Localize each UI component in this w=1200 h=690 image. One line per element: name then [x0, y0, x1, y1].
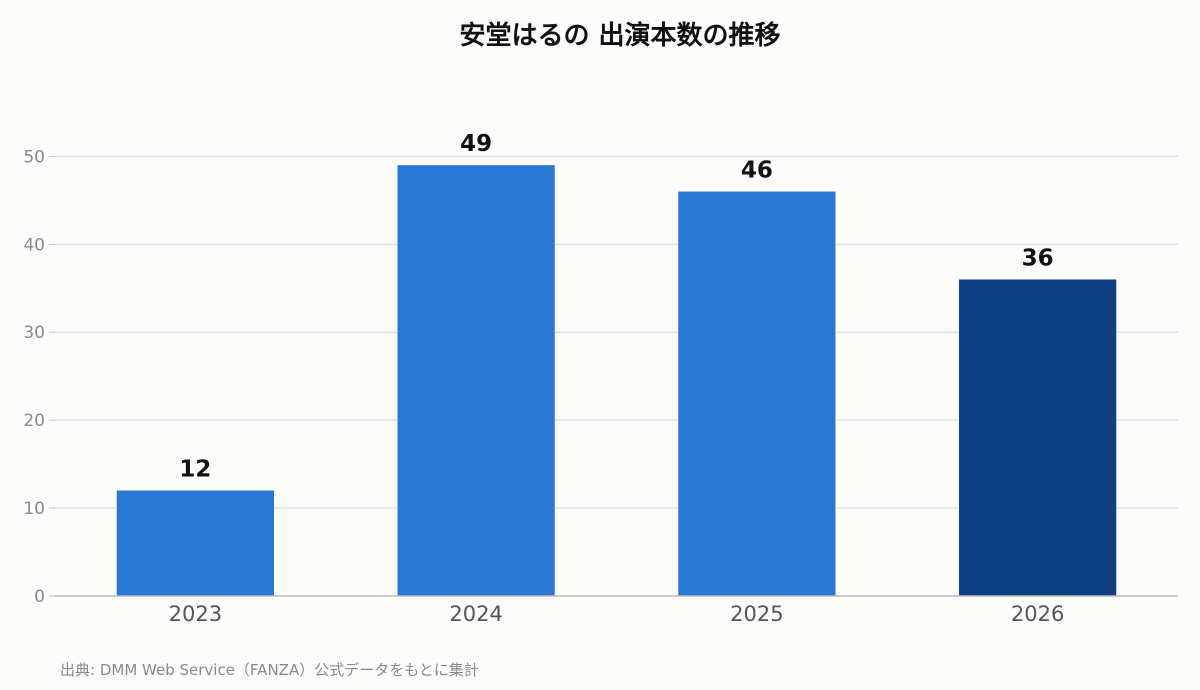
y-axis: 0 10 20 30 40 50	[23, 147, 55, 607]
y-tick-label: 30	[23, 323, 45, 343]
x-tick-label-2026: 2026	[1011, 602, 1064, 626]
data-labels: 12 49 46 36	[179, 131, 1053, 482]
y-tick-label: 0	[34, 587, 45, 607]
data-label-2023: 12	[179, 456, 211, 482]
bar-2026	[959, 279, 1117, 596]
x-tick-label-2024: 2024	[449, 602, 502, 626]
y-tick-label: 20	[23, 411, 45, 431]
bar-2025	[678, 191, 836, 596]
bar-2024	[397, 165, 555, 597]
source-note: 出典: DMM Web Service（FANZA）公式データをもとに集計	[60, 661, 479, 679]
data-label-2025: 46	[741, 158, 773, 184]
bars	[116, 165, 1117, 597]
bar-2023	[116, 490, 274, 596]
chart-title: 安堂はるの 出演本数の推移	[459, 20, 780, 51]
data-label-2024: 49	[460, 131, 492, 157]
y-tick-label: 40	[23, 235, 45, 255]
y-tick-label: 50	[23, 147, 45, 167]
y-tick-label: 10	[23, 499, 45, 519]
data-label-2026: 36	[1022, 245, 1054, 271]
x-axis: 2023 2024 2025 2026	[55, 595, 1178, 626]
x-tick-label-2025: 2025	[730, 602, 783, 626]
x-tick-label-2023: 2023	[169, 602, 222, 626]
